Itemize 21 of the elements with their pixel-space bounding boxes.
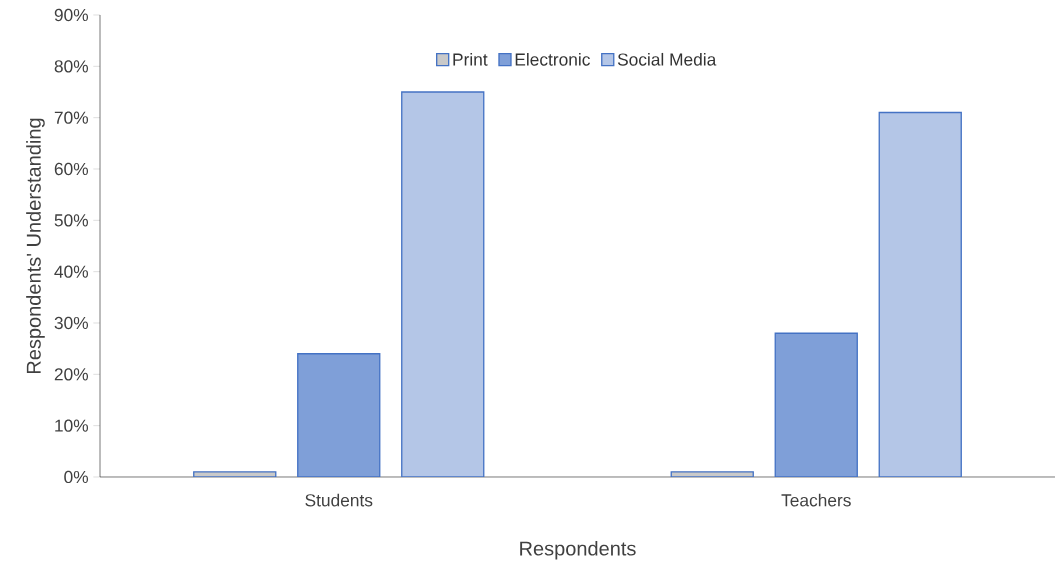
legend-label: Electronic xyxy=(515,52,590,66)
x-axis-title: Respondents xyxy=(520,540,636,560)
y-tick-label: 0% xyxy=(64,470,89,484)
x-tick-label: Students xyxy=(305,493,373,507)
y-tick-label: 30% xyxy=(54,316,89,330)
y-tick-label: 60% xyxy=(54,162,89,176)
bar xyxy=(878,111,962,477)
y-tick-label: 70% xyxy=(54,111,89,124)
x-tick-label: Teachers xyxy=(781,493,851,507)
y-tick-label: 80% xyxy=(54,60,89,73)
bar xyxy=(297,353,381,477)
y-axis-title: Respondents' Understanding xyxy=(26,118,45,374)
y-tick-label: 90% xyxy=(54,8,89,22)
y-tick-label: 40% xyxy=(54,265,89,278)
y-tick-label: 20% xyxy=(54,368,89,381)
legend-label: Print xyxy=(453,52,488,66)
y-tick-label: 50% xyxy=(54,214,89,227)
bar xyxy=(401,91,485,477)
legend-label: Social Media xyxy=(617,52,717,66)
bar xyxy=(774,332,858,477)
y-tick-label: 10% xyxy=(55,419,89,432)
